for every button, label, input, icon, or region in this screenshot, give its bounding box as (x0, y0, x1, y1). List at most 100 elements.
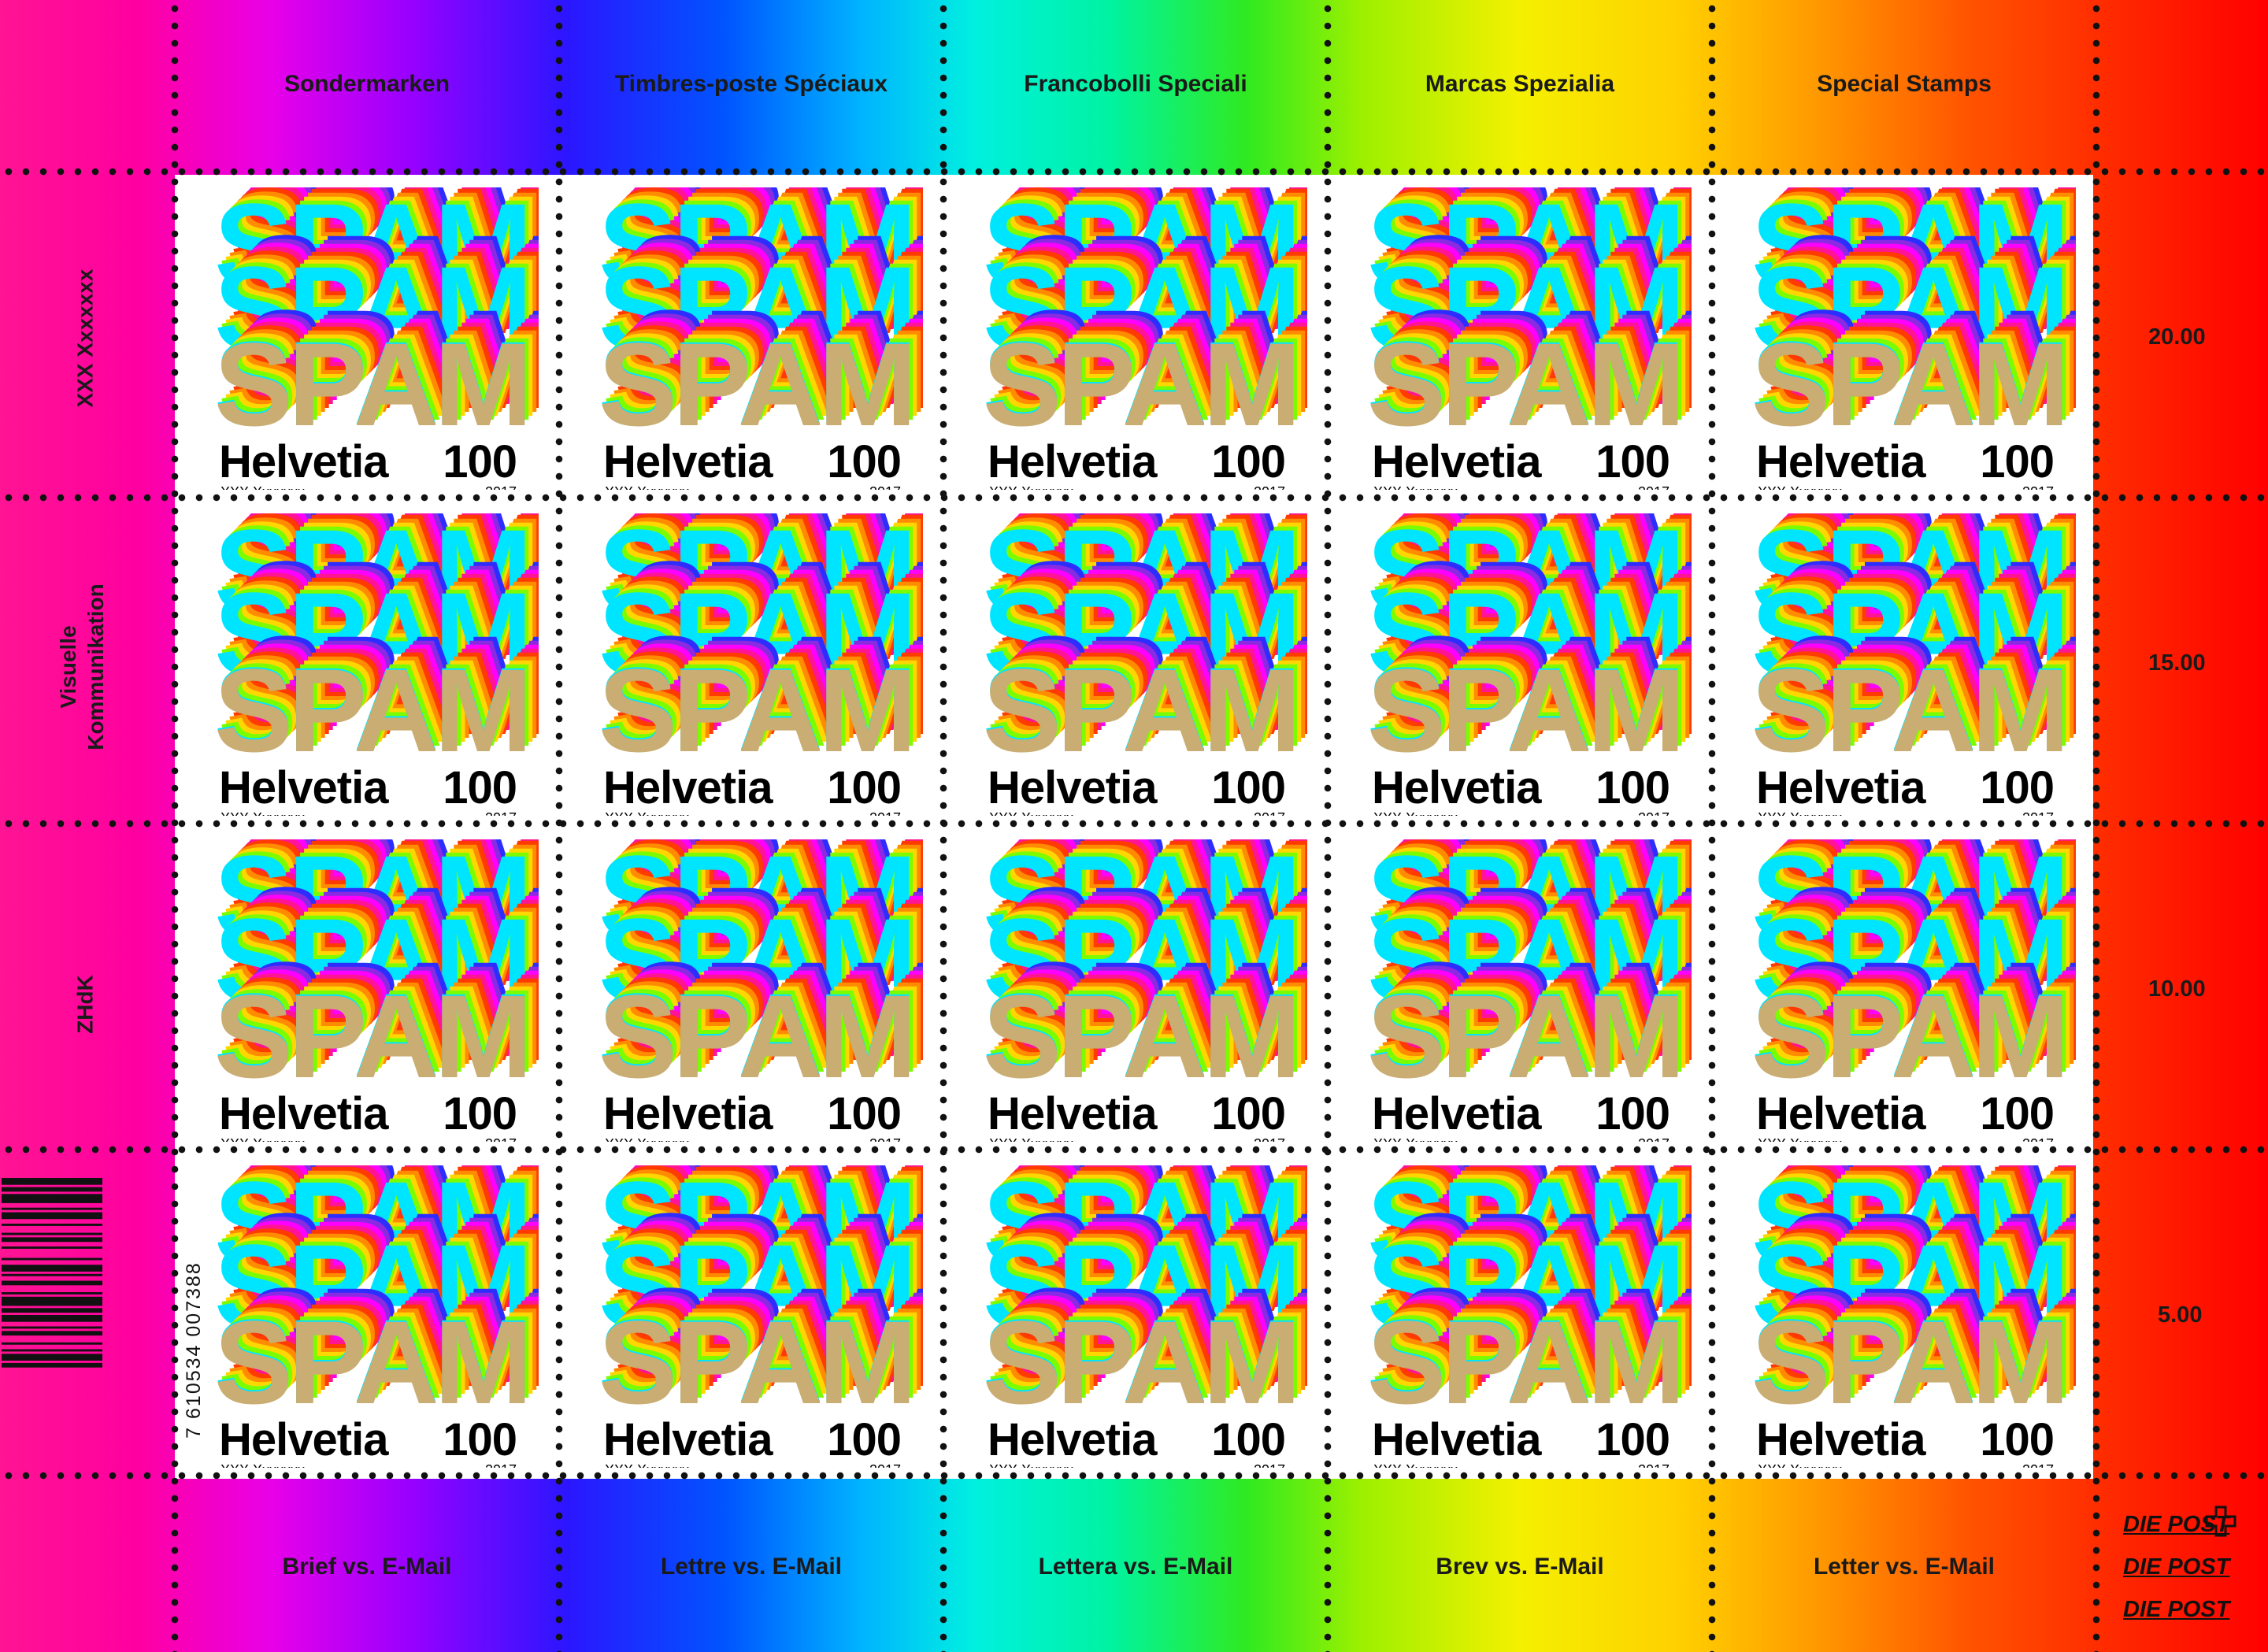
stamp-year: 2017 (2022, 811, 2054, 816)
stamp: SPAM SPAM SPAM SPAM SPAM SPAM SPAM SPAM SPAM SPAM… (959, 1165, 1307, 1468)
rainbow-layer: SPAM (630, 210, 923, 343)
perforation-column (555, 0, 563, 1652)
stamp-value: 100 (1980, 1414, 2055, 1465)
rainbow-layer: SPAM (238, 218, 539, 350)
rainbow-layer: SPAM (1014, 611, 1307, 743)
rainbow-layer: SPAM (598, 1165, 912, 1289)
stamp-year: 2017 (1254, 811, 1285, 816)
rainbow-layer: SPAM (614, 839, 923, 947)
rainbow-layer: SPAM (1375, 309, 1688, 438)
rainbow-layer: SPAM (630, 536, 923, 669)
rainbow-layer: SPAM (1771, 949, 2076, 1081)
rainbow-layer: SPAM (1391, 945, 1692, 1077)
rainbow-layer: SPAM (618, 513, 923, 617)
stamp-country: Helvetia (988, 762, 1157, 813)
spam-rainbow-art: SPAMSPAMSPAMSPAMSPAMSPAMSPAMSPAMSPAMSPAM… (598, 839, 923, 1090)
barcode-bar (2, 1178, 102, 1185)
rainbow-layer: SPAM (1006, 187, 1307, 287)
stamp-country: Helvetia (603, 1088, 773, 1139)
stamp: SPAM SPAM SPAM SPAM SPAM SPAM SPAM SPAM SPAM SPAM… (1343, 187, 1692, 490)
rainbow-layer: SPAM (246, 611, 539, 743)
rainbow-layer: SPAM (1383, 1165, 1692, 1273)
rainbow-layer: SPAM (606, 886, 920, 1018)
rainbow-layer: SPAM (983, 1165, 1296, 1289)
rainbow-layer: SPAM (995, 1208, 1307, 1340)
rainbow-layer: SPAM (1010, 214, 1307, 346)
rainbow-layer: SPAM (1375, 886, 1688, 1018)
rainbow-layer: SPAM (222, 961, 536, 1090)
stamp-country: Helvetia (988, 1088, 1157, 1139)
rainbow-layer: SPAM (1387, 187, 1692, 291)
rainbow-layer: SPAM (1767, 301, 2076, 433)
rainbow-layer: SPAM (214, 317, 528, 438)
rainbow-layer: SPAM (1367, 1220, 1681, 1352)
rainbow-layer: SPAM (1387, 548, 1692, 680)
top-label: Timbres-poste Spéciaux (614, 71, 888, 97)
barcode-bar (2, 1212, 102, 1220)
rainbow-layer: SPAM (1779, 839, 2076, 935)
rainbow-layer: SPAM (1391, 513, 1692, 613)
rainbow-layer: SPAM (1002, 623, 1307, 755)
stamp-year: 2017 (869, 811, 901, 816)
stamp-value: 100 (443, 762, 517, 813)
rainbow-layer: SPAM (1775, 839, 2076, 939)
rainbow-layer: SPAM (222, 1212, 536, 1344)
stamp-designer: XXX Xxxxxxx (1373, 1137, 1458, 1142)
rainbow-layer: SPAM (234, 874, 539, 1006)
rainbow-layer: SPAM (983, 839, 1296, 963)
rainbow-layer: SPAM (226, 882, 539, 1014)
rainbow-layer: SPAM (214, 568, 528, 700)
rainbow-layer: SPAM (1395, 941, 1692, 1073)
rainbow-layer: SPAM (991, 961, 1304, 1090)
rainbow-layer: SPAM (610, 305, 923, 437)
rainbow-layer: SPAM (238, 187, 539, 287)
rainbow-layer: SPAM (614, 953, 923, 1085)
rainbow-layer: SPAM (1763, 839, 2076, 951)
rainbow-layer: SPAM (987, 1291, 1300, 1416)
rainbow-layer: SPAM (238, 513, 539, 613)
rainbow-layer: SPAM (1383, 301, 1692, 433)
stamp: SPAM SPAM SPAM SPAM SPAM SPAM SPAM SPAM SPAM SPAM… (1728, 513, 2076, 816)
rainbow-layer: SPAM (626, 1267, 923, 1399)
rainbow-layer: SPAM (1775, 870, 2076, 1002)
rainbow-layer: SPAM (1755, 313, 2069, 438)
rainbow-layer: SPAM (995, 882, 1307, 1014)
rainbow-layer: SPAM (242, 214, 539, 346)
gold-spam-title: SPAM (214, 644, 528, 764)
rainbow-layer: SPAM (1783, 937, 2076, 1069)
rainbow-layer: SPAM (1367, 969, 1681, 1090)
rainbow-layer: SPAM (1391, 218, 1692, 350)
stamp-designer: XXX Xxxxxxx (1758, 811, 1842, 816)
stamp-country: Helvetia (1756, 762, 1925, 813)
rainbow-layer: SPAM (991, 839, 1304, 955)
rainbow-layer: SPAM (1771, 1200, 2076, 1332)
rainbow-layer: SPAM (1014, 937, 1307, 1069)
rainbow-layer: SPAM (226, 1165, 539, 1277)
rainbow-layer: SPAM (1755, 1165, 2069, 1285)
rainbow-layer: SPAM (1002, 949, 1307, 1081)
rainbow-layer: SPAM (622, 945, 923, 1077)
rainbow-layer: SPAM (246, 1263, 539, 1395)
rainbow-layer: SPAM (606, 839, 920, 955)
rainbow-layer: SPAM (1771, 839, 2076, 943)
barcode-bar (2, 1292, 102, 1295)
post-logo-3: DIE POST (2123, 1597, 2230, 1622)
rainbow-layer: SPAM (1391, 293, 1692, 425)
rainbow-layer: SPAM (222, 187, 536, 303)
rainbow-layer: SPAM (991, 187, 1304, 303)
stamp-country: Helvetia (1372, 1414, 1541, 1465)
rainbow-layer: SPAM (1006, 945, 1307, 1077)
stamp-value: 100 (1211, 1088, 1286, 1139)
rainbow-layer: SPAM (991, 1212, 1304, 1344)
rainbow-layer: SPAM (1779, 540, 2076, 672)
rainbow-layer: SPAM (1783, 1188, 2076, 1320)
rainbow-layer: SPAM (991, 560, 1304, 692)
bottom-label: Brev vs. E-Mail (1436, 1554, 1604, 1580)
rainbow-layer: SPAM (1379, 187, 1692, 299)
bottom-label: Lettera vs. E-Mail (1038, 1554, 1233, 1580)
rainbow-layer: SPAM (614, 301, 923, 433)
rainbow-layer: SPAM (242, 187, 539, 283)
rainbow-layer: SPAM (1751, 317, 2065, 438)
rainbow-layer: SPAM (995, 556, 1307, 688)
rainbow-layer: SPAM (1759, 1212, 2073, 1344)
